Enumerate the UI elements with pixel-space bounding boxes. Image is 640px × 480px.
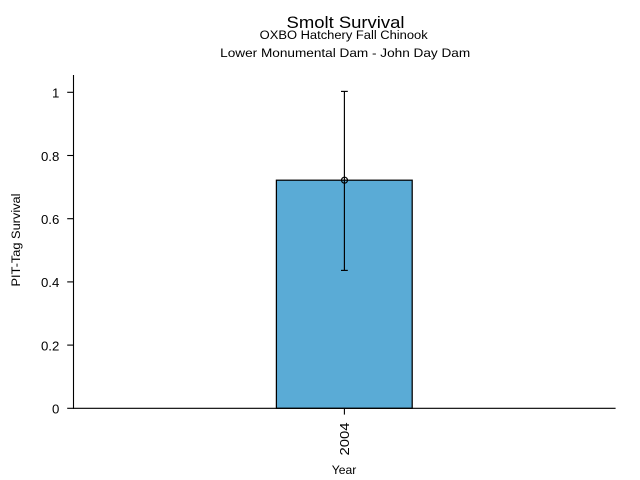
svg-text:0.4: 0.4 <box>41 275 59 290</box>
svg-text:OXBO Hatchery Fall Chinook: OXBO Hatchery Fall Chinook <box>260 28 429 42</box>
svg-text:Year: Year <box>332 463 357 477</box>
svg-text:0.2: 0.2 <box>41 338 59 353</box>
svg-text:0: 0 <box>52 402 59 417</box>
svg-text:PIT-Tag Survival: PIT-Tag Survival <box>9 194 23 287</box>
svg-text:2004: 2004 <box>337 423 352 456</box>
svg-text:1: 1 <box>52 86 59 101</box>
svg-text:0.8: 0.8 <box>41 149 59 164</box>
svg-text:0.6: 0.6 <box>41 212 59 227</box>
svg-text:Smolt Survival: Smolt Survival <box>287 13 405 32</box>
svg-text:Lower Monumental Dam - John Da: Lower Monumental Dam - John Day Dam <box>220 46 470 60</box>
